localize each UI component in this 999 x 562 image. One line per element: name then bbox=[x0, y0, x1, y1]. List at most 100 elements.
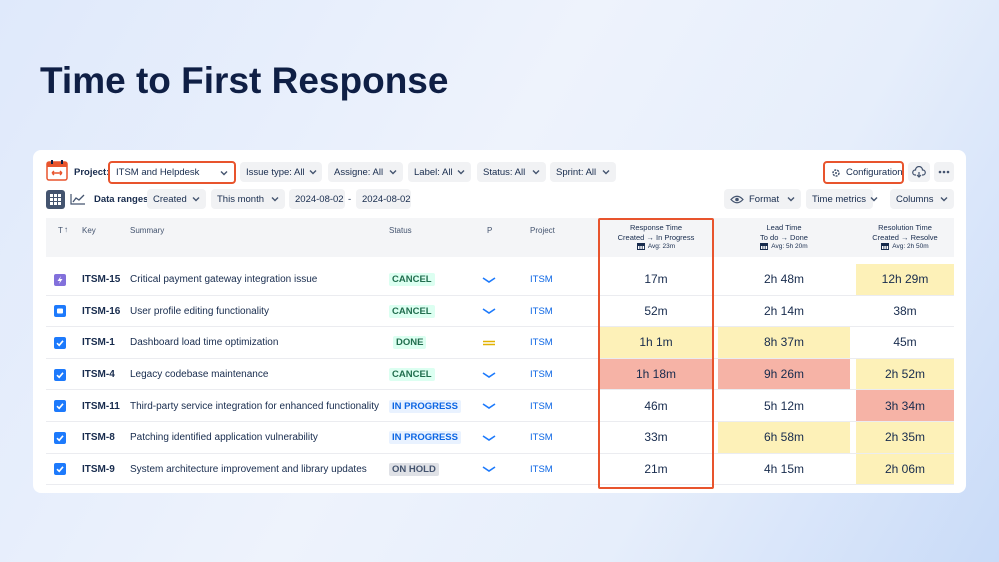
icon-part bbox=[309, 170, 317, 175]
metric-cell: 4h 15m bbox=[763, 461, 805, 476]
range-period-select[interactable]: This month bbox=[211, 189, 285, 209]
issue-type-icon bbox=[54, 359, 68, 391]
issue-type-icon bbox=[54, 264, 68, 296]
filter-button[interactable]: Sprint: All bbox=[550, 162, 616, 182]
icon-part bbox=[482, 403, 496, 410]
icon-part bbox=[884, 246, 887, 250]
metric-avg-text: Avg: 5h 20m bbox=[771, 243, 808, 250]
project-link[interactable]: ITSM bbox=[530, 337, 553, 349]
project-link[interactable]: ITSM bbox=[530, 432, 553, 444]
icon-part bbox=[640, 246, 642, 250]
metric-cell: 12h 29m bbox=[856, 264, 954, 295]
icon-part bbox=[54, 198, 57, 201]
issue-type-icon bbox=[54, 454, 68, 486]
icon-part bbox=[54, 400, 66, 413]
icon-part bbox=[881, 243, 890, 251]
icon-part bbox=[912, 166, 926, 178]
icon-part bbox=[886, 246, 889, 250]
issue-key: ITSM-11 bbox=[82, 400, 120, 412]
icon-part bbox=[938, 170, 942, 174]
project-label: Project: bbox=[74, 167, 110, 178]
sort-icon: ↑ bbox=[64, 225, 68, 234]
columns-button-label: Columns bbox=[896, 193, 934, 205]
issue-type-icon bbox=[54, 296, 68, 328]
row-divider bbox=[46, 421, 954, 422]
filter-button[interactable]: Assigne: All bbox=[328, 162, 403, 182]
grid-view-button[interactable] bbox=[46, 190, 65, 209]
project-link[interactable]: ITSM bbox=[530, 274, 553, 286]
columns-button[interactable]: Columns bbox=[890, 189, 954, 209]
project-link[interactable]: ITSM bbox=[530, 305, 553, 317]
metric-cell: 2h 52m bbox=[856, 358, 954, 390]
icon-part bbox=[56, 371, 64, 379]
metric-cell: 9h 26m bbox=[718, 358, 850, 390]
icon-part bbox=[309, 170, 317, 175]
priority-icon bbox=[482, 422, 498, 454]
format-button-icon bbox=[730, 195, 744, 204]
response-column-highlight bbox=[598, 218, 714, 489]
project-link[interactable]: ITSM bbox=[530, 400, 553, 412]
configuration-button[interactable]: Configuration bbox=[823, 161, 904, 184]
icon-part bbox=[483, 340, 495, 346]
download-button[interactable] bbox=[908, 162, 930, 182]
project-link[interactable]: ITSM bbox=[530, 463, 553, 475]
icon-part bbox=[835, 171, 837, 174]
icon-part bbox=[50, 202, 53, 205]
filter-button-chevron bbox=[453, 169, 465, 175]
metric-cell: 6h 58m bbox=[718, 422, 850, 453]
chart-view-button[interactable] bbox=[68, 190, 86, 209]
icon-part bbox=[54, 400, 66, 413]
icon-part bbox=[760, 243, 769, 251]
icon-part bbox=[482, 403, 496, 410]
status-cell: CANCEL bbox=[389, 296, 479, 328]
metric-header: Response Time Created → In Progress Avg: 2… bbox=[600, 223, 712, 252]
project-link[interactable]: ITSM bbox=[530, 369, 553, 381]
icon-part bbox=[602, 170, 610, 175]
more-button[interactable] bbox=[934, 162, 954, 182]
row-divider bbox=[46, 326, 954, 328]
time-metrics-button-label: Time metrics bbox=[812, 193, 867, 205]
icon-part bbox=[57, 275, 63, 284]
status-badge: CANCEL bbox=[389, 368, 435, 382]
filter-button-label: Status: All bbox=[483, 166, 526, 178]
icon-part bbox=[271, 197, 279, 202]
icon-part bbox=[765, 246, 768, 250]
icon-part bbox=[942, 170, 946, 174]
filter-button[interactable]: Status: All bbox=[477, 162, 546, 182]
project-select[interactable]: ITSM and Helpdesk bbox=[108, 161, 236, 184]
priority-icon bbox=[482, 390, 498, 422]
icon-part bbox=[482, 435, 496, 441]
icon-part bbox=[482, 277, 496, 283]
column-header: P bbox=[487, 226, 493, 235]
issue-key: ITSM-1 bbox=[82, 337, 115, 349]
metric-avg-text: Avg: 23m bbox=[647, 243, 676, 250]
icon-part bbox=[69, 194, 85, 205]
filter-button-label: Sprint: All bbox=[556, 166, 597, 178]
date-to[interactable]: 2024-08-02 bbox=[356, 189, 411, 209]
icon-part bbox=[192, 197, 200, 202]
filter-button-label: Label: All bbox=[414, 166, 453, 178]
filter-button[interactable]: Issue type: All bbox=[240, 162, 322, 182]
icon-part bbox=[761, 246, 763, 250]
issue-summary: Third-party service integration for enha… bbox=[130, 400, 380, 412]
metric-cell: 2h 35m bbox=[856, 422, 954, 453]
icon-part bbox=[602, 170, 610, 175]
metric-cell: 52m bbox=[644, 303, 668, 318]
priority-icon bbox=[482, 264, 498, 296]
icon-part bbox=[532, 170, 540, 175]
icon-part bbox=[482, 308, 496, 315]
issue-summary: System architecture improvement and libr… bbox=[130, 463, 367, 475]
icon-part bbox=[54, 305, 66, 318]
status-badge: CANCEL bbox=[389, 273, 435, 287]
time-metrics-button[interactable]: Time metrics bbox=[806, 189, 878, 209]
format-button[interactable]: Format bbox=[724, 189, 801, 209]
filter-button[interactable]: Label: All bbox=[408, 162, 471, 182]
icon-part bbox=[54, 368, 66, 381]
icon-part bbox=[832, 168, 840, 177]
range-field-select[interactable]: Created bbox=[147, 189, 206, 209]
date-from[interactable]: 2024-08-02 bbox=[289, 189, 345, 209]
icon-part bbox=[482, 435, 496, 441]
status-cell: IN PROGRESS bbox=[389, 390, 479, 422]
metric-cell: 2h 48m bbox=[763, 272, 805, 287]
column-header: Status bbox=[389, 226, 412, 235]
